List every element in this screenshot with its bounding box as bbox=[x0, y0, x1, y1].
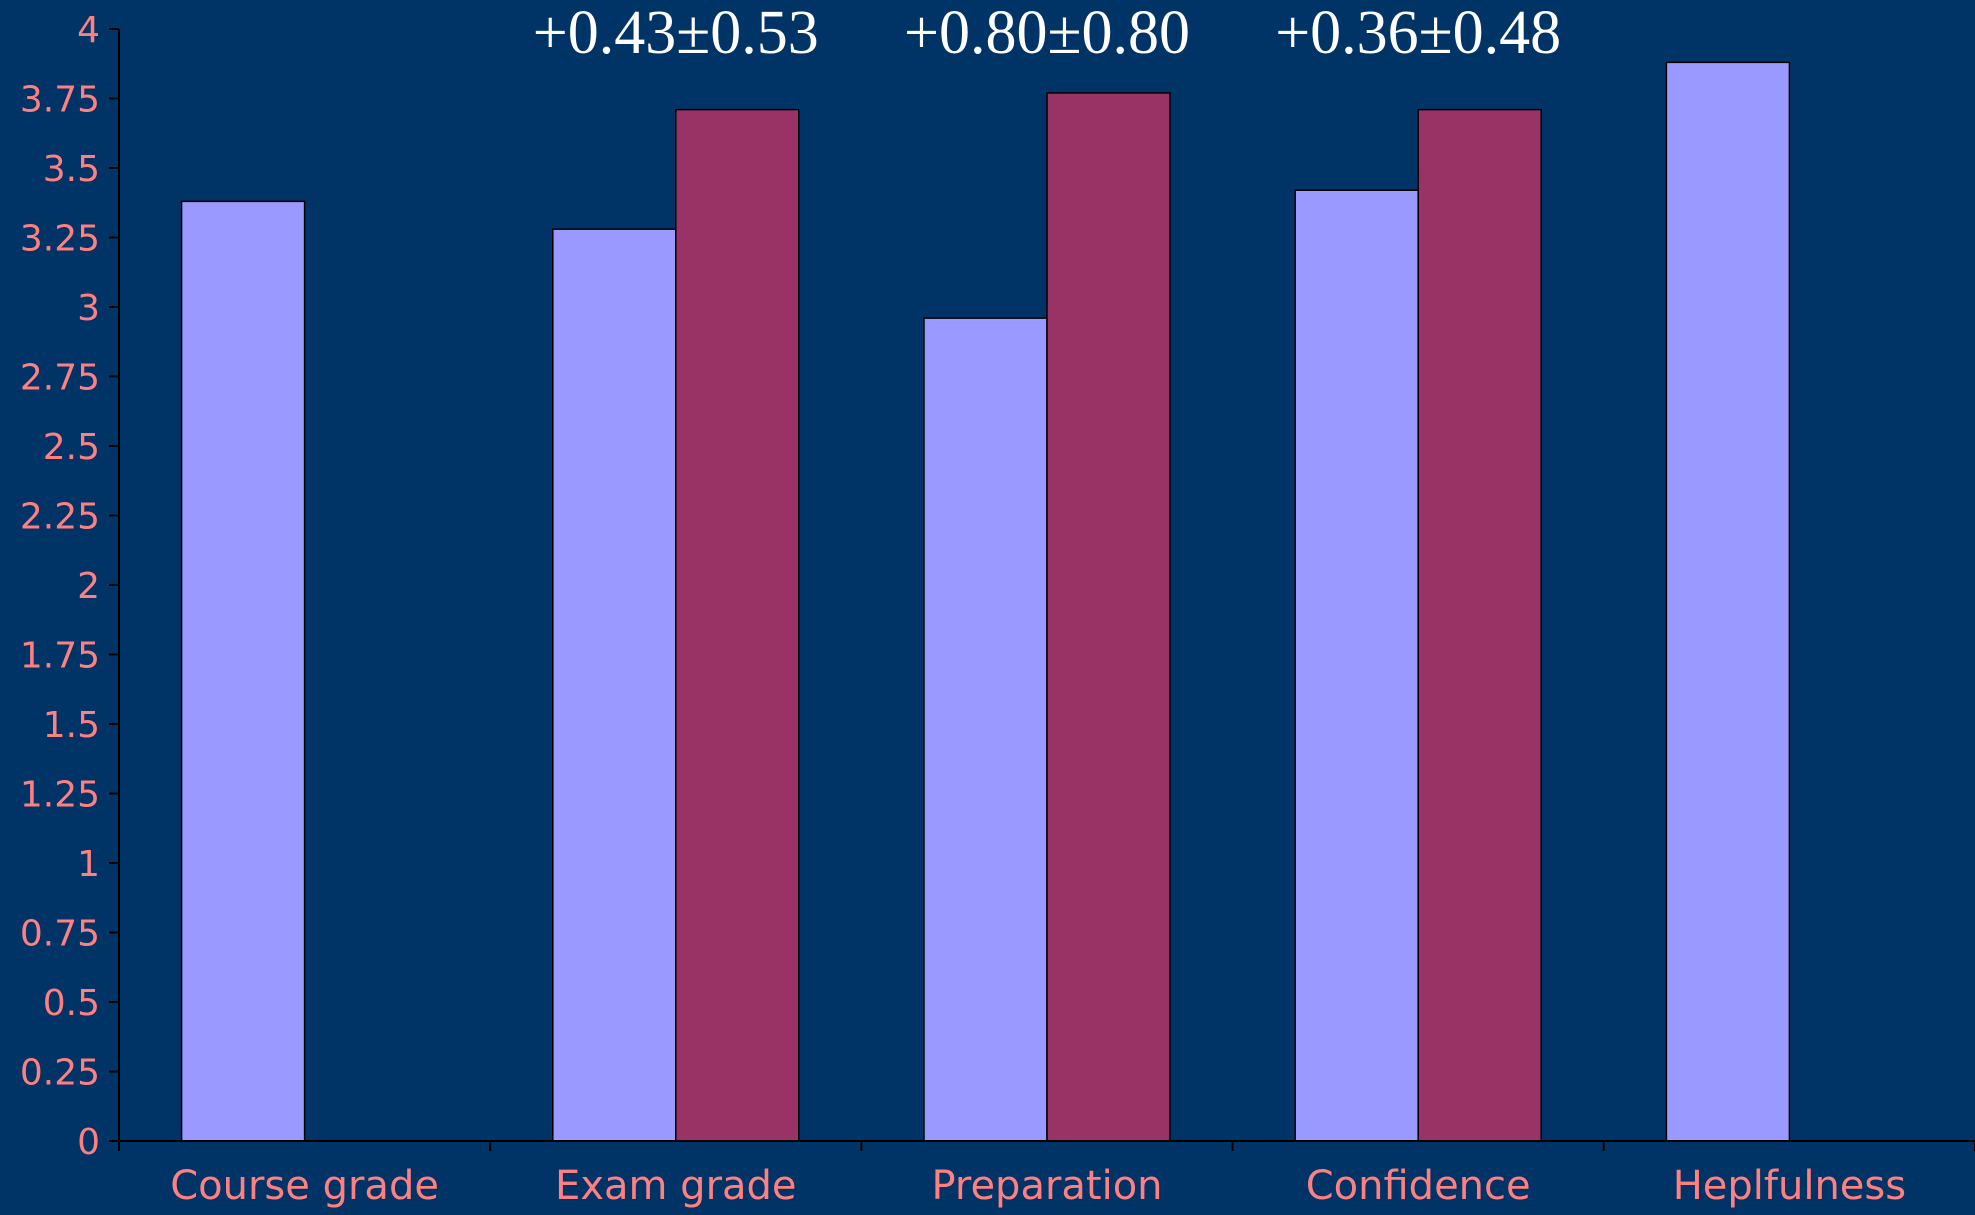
y-tick-label: 1.25 bbox=[20, 775, 100, 816]
bar-series2-1 bbox=[675, 108, 800, 1142]
y-tick-label: 0 bbox=[77, 1122, 100, 1163]
bar-series1-2 bbox=[923, 317, 1048, 1142]
x-category-label: Heplfulness bbox=[1673, 1163, 1906, 1209]
y-tick-label: 0.75 bbox=[20, 914, 100, 955]
bar-series2-3 bbox=[1417, 108, 1542, 1142]
y-tick-label: 2 bbox=[77, 566, 100, 607]
bar-series1-3 bbox=[1294, 189, 1419, 1142]
bar-series1-4 bbox=[1665, 61, 1791, 1142]
y-tick-label: 2.75 bbox=[20, 358, 100, 399]
y-tick-label: 2.25 bbox=[20, 497, 100, 538]
y-tick-label: 3.25 bbox=[20, 219, 100, 260]
x-category-label: Exam grade bbox=[555, 1163, 796, 1209]
y-tick-label: 0.25 bbox=[20, 1053, 100, 1094]
axes-layer bbox=[109, 28, 1975, 1151]
y-tick-label: 1.5 bbox=[43, 705, 100, 746]
y-tick-label: 0.5 bbox=[43, 983, 100, 1024]
y-tick-label: 3.75 bbox=[20, 80, 100, 121]
y-tick-label: 3.5 bbox=[43, 149, 100, 190]
x-category-label: Preparation bbox=[931, 1163, 1162, 1209]
bar-series1-1 bbox=[552, 228, 677, 1142]
bar-series2-2 bbox=[1046, 92, 1171, 1142]
bar-series1-0 bbox=[180, 200, 306, 1142]
labels-layer: 0 0.25 0.5 0.75 1 1.25 1.5 1.75 2 2.25 2.5 2.75 3 3.2… bbox=[20, 0, 1906, 1209]
x-category-label: Confidence bbox=[1306, 1163, 1531, 1209]
y-tick-label: 3 bbox=[77, 288, 100, 329]
y-tick-label: 2.5 bbox=[43, 427, 100, 468]
annotation-label: +0.80±0.80 bbox=[904, 0, 1190, 67]
y-tick-label: 4 bbox=[77, 10, 100, 51]
annotation-label: +0.36±0.48 bbox=[1275, 0, 1561, 67]
bars-layer bbox=[180, 61, 1791, 1142]
y-tick-label: 1.75 bbox=[20, 636, 100, 677]
x-category-label: Course grade bbox=[170, 1163, 439, 1209]
y-tick-label: 1 bbox=[77, 844, 100, 885]
annotation-label: +0.43±0.53 bbox=[533, 0, 819, 67]
